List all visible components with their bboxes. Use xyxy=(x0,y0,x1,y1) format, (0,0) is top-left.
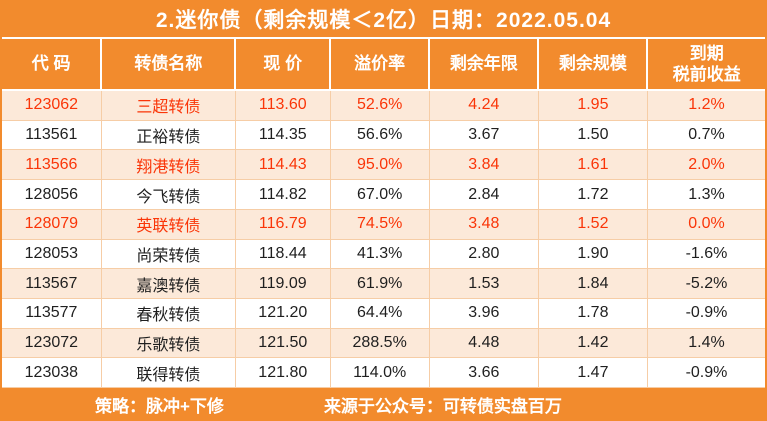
header-name: 转债名称 xyxy=(100,37,237,91)
cell-name: 春秋转债 xyxy=(100,297,236,329)
cell-pretax-yield: 1.3% xyxy=(646,179,765,210)
cell-premium-rate: 114.0% xyxy=(329,357,430,388)
cell-price: 119.09 xyxy=(234,268,331,299)
cell-pretax-yield: 0.0% xyxy=(646,208,765,240)
cell-premium-rate: 52.6% xyxy=(329,89,430,121)
header-price: 现 价 xyxy=(234,37,332,91)
table-row: 113567 嘉澳转债 119.09 61.9% 1.53 1.84 -5.2% xyxy=(2,268,765,299)
table-body: 123062 三超转债 113.60 52.6% 4.24 1.95 1.2% 113561 正… xyxy=(2,89,765,388)
cell-remaining-years: 4.48 xyxy=(428,327,539,359)
cell-remaining-scale: 1.90 xyxy=(537,238,648,270)
header-remaining-years: 剩余年限 xyxy=(428,37,540,91)
cell-pretax-yield: 1.4% xyxy=(646,327,765,359)
cell-remaining-scale: 1.50 xyxy=(537,119,648,151)
cell-name: 尚荣转债 xyxy=(100,238,236,270)
cell-pretax-yield: -5.2% xyxy=(646,268,765,299)
cell-premium-rate: 41.3% xyxy=(329,238,430,270)
footer-bar: 策略：脉冲+下修 来源于公众号：可转债实盘百万 xyxy=(0,388,767,421)
page-title: 2.迷你债（剩余规模＜2亿）日期：2022.05.04 xyxy=(0,0,767,37)
table-row: 113561 正裕转债 114.35 56.6% 3.67 1.50 0.7% xyxy=(2,119,765,151)
cell-premium-rate: 64.4% xyxy=(329,297,430,329)
cell-code: 113566 xyxy=(2,149,102,181)
cell-remaining-years: 2.84 xyxy=(428,179,539,210)
cell-code: 128079 xyxy=(2,208,102,240)
cell-premium-rate: 61.9% xyxy=(329,268,430,299)
cell-price: 121.50 xyxy=(234,327,331,359)
cell-remaining-scale: 1.78 xyxy=(537,297,648,329)
cell-code: 123038 xyxy=(2,357,102,388)
cell-name: 今飞转债 xyxy=(100,179,236,210)
table-row: 128079 英联转债 116.79 74.5% 3.48 1.52 0.0% xyxy=(2,208,765,240)
cell-name: 翔港转债 xyxy=(100,149,236,181)
cell-premium-rate: 56.6% xyxy=(329,119,430,151)
cell-pretax-yield: -0.9% xyxy=(646,357,765,388)
cell-remaining-scale: 1.61 xyxy=(537,149,648,181)
table-row: 123038 联得转债 121.80 114.0% 3.66 1.47 -0.9% xyxy=(2,357,765,388)
table-row: 123072 乐歌转债 121.50 288.5% 4.48 1.42 1.4% xyxy=(2,327,765,359)
cell-remaining-years: 3.67 xyxy=(428,119,539,151)
cell-remaining-scale: 1.72 xyxy=(537,179,648,210)
table-row: 123062 三超转债 113.60 52.6% 4.24 1.95 1.2% xyxy=(2,89,765,121)
cell-remaining-years: 2.80 xyxy=(428,238,539,270)
cell-name: 嘉澳转债 xyxy=(100,268,236,299)
cell-premium-rate: 74.5% xyxy=(329,208,430,240)
cell-price: 116.79 xyxy=(234,208,331,240)
cell-pretax-yield: 0.7% xyxy=(646,119,765,151)
cell-price: 114.43 xyxy=(234,149,331,181)
cell-remaining-years: 4.24 xyxy=(428,89,539,121)
cell-price: 114.35 xyxy=(234,119,331,151)
header-premium-rate: 溢价率 xyxy=(329,37,431,91)
cell-pretax-yield: -1.6% xyxy=(646,238,765,270)
cell-remaining-scale: 1.84 xyxy=(537,268,648,299)
cell-remaining-scale: 1.47 xyxy=(537,357,648,388)
footer-strategy: 策略：脉冲+下修 xyxy=(95,397,224,416)
cell-code: 123072 xyxy=(2,327,102,359)
cell-price: 121.80 xyxy=(234,357,331,388)
cell-code: 128053 xyxy=(2,238,102,270)
cell-remaining-years: 3.96 xyxy=(428,297,539,329)
cell-code: 123062 xyxy=(2,89,102,121)
cell-premium-rate: 95.0% xyxy=(329,149,430,181)
footer-source: 来源于公众号：可转债实盘百万 xyxy=(323,397,562,416)
cell-name: 乐歌转债 xyxy=(100,327,236,359)
cell-remaining-scale: 1.95 xyxy=(537,89,648,121)
header-pretax-yield: 到期 税前收益 xyxy=(646,37,765,91)
cell-remaining-scale: 1.52 xyxy=(537,208,648,240)
cell-remaining-years: 1.53 xyxy=(428,268,539,299)
cell-remaining-years: 3.48 xyxy=(428,208,539,240)
header-code: 代 码 xyxy=(2,37,103,91)
cell-remaining-years: 3.66 xyxy=(428,357,539,388)
cell-price: 118.44 xyxy=(234,238,331,270)
cell-remaining-scale: 1.42 xyxy=(537,327,648,359)
cell-code: 113561 xyxy=(2,119,102,151)
table-row: 113566 翔港转债 114.43 95.0% 3.84 1.61 2.0% xyxy=(2,149,765,181)
cell-name: 正裕转债 xyxy=(100,119,236,151)
cell-code: 113567 xyxy=(2,268,102,299)
table-row: 128053 尚荣转债 118.44 41.3% 2.80 1.90 -1.6% xyxy=(2,238,765,270)
header-remaining-scale: 剩余规模 xyxy=(537,37,649,91)
cell-price: 121.20 xyxy=(234,297,331,329)
cell-name: 英联转债 xyxy=(100,208,236,240)
cell-premium-rate: 288.5% xyxy=(329,327,430,359)
cell-name: 联得转债 xyxy=(100,357,236,388)
cell-name: 三超转债 xyxy=(100,89,236,121)
table-row: 128056 今飞转债 114.82 67.0% 2.84 1.72 1.3% xyxy=(2,179,765,210)
table-row: 113577 春秋转债 121.20 64.4% 3.96 1.78 -0.9% xyxy=(2,297,765,329)
cell-code: 113577 xyxy=(2,297,102,329)
cell-pretax-yield: 1.2% xyxy=(646,89,765,121)
bond-table: 代 码 转债名称 现 价 溢价率 剩余年限 剩余规模 到期 税前收益 12306… xyxy=(2,37,765,388)
table-header: 代 码 转债名称 现 价 溢价率 剩余年限 剩余规模 到期 税前收益 xyxy=(2,37,765,91)
cell-pretax-yield: -0.9% xyxy=(646,297,765,329)
cell-premium-rate: 67.0% xyxy=(329,179,430,210)
header-row: 代 码 转债名称 现 价 溢价率 剩余年限 剩余规模 到期 税前收益 xyxy=(2,37,765,91)
cell-remaining-years: 3.84 xyxy=(428,149,539,181)
cell-code: 128056 xyxy=(2,179,102,210)
cell-pretax-yield: 2.0% xyxy=(646,149,765,181)
cell-price: 114.82 xyxy=(234,179,331,210)
bond-table-wrap: 代 码 转债名称 现 价 溢价率 剩余年限 剩余规模 到期 税前收益 12306… xyxy=(0,37,767,388)
cell-price: 113.60 xyxy=(234,89,331,121)
